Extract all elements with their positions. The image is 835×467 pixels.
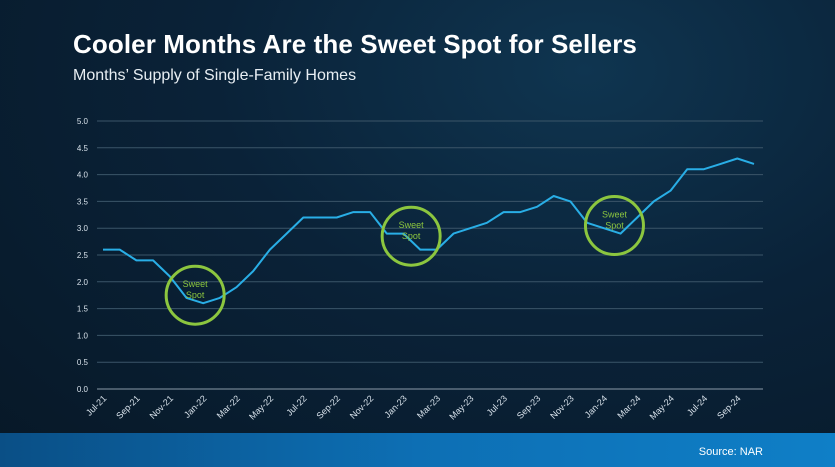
y-tick-label: 2.0	[77, 278, 89, 287]
x-tick-label: May-22	[247, 393, 275, 421]
chart-title: Cooler Months Are the Sweet Spot for Sel…	[73, 29, 637, 59]
y-tick-label: 5.0	[77, 117, 89, 126]
sweet-spot-label: Spot	[402, 231, 421, 241]
x-tick-label: Nov-22	[348, 393, 376, 421]
x-tick-label: Jan-24	[583, 393, 610, 420]
sweet-spot-circle	[164, 264, 226, 326]
y-tick-label: 4.5	[77, 144, 89, 153]
y-tick-label: 2.5	[77, 251, 89, 260]
y-tick-label: 1.5	[77, 305, 89, 314]
sweet-spot-label: Sweet	[183, 279, 209, 289]
sweet-spot-label: Spot	[186, 290, 205, 300]
x-tick-label: Sep-23	[515, 393, 543, 421]
series-line	[103, 157, 755, 305]
x-tick-label: Sep-22	[315, 393, 343, 421]
x-tick-label: Jan-22	[182, 393, 209, 420]
sweet-spot-label: Spot	[605, 221, 624, 231]
sweet-spot-label: Sweet	[602, 210, 628, 220]
x-tick-label: Jul-21	[84, 393, 108, 417]
x-tick-label: Jul-22	[284, 393, 308, 417]
x-tick-label: May-24	[648, 393, 676, 421]
source-label: Source: NAR	[698, 446, 763, 458]
y-tick-label: 3.5	[77, 197, 89, 206]
y-tick-label: 4.0	[77, 171, 89, 180]
x-tick-label: Nov-21	[148, 393, 176, 421]
x-tick-label: Jul-24	[685, 393, 709, 417]
sweet-spot-circle	[583, 195, 645, 257]
sweet-spot-label: Sweet	[399, 220, 425, 230]
y-tick-label: 0.5	[77, 358, 89, 367]
y-tick-label: 1.0	[77, 331, 89, 340]
y-tick-label: 3.0	[77, 224, 89, 233]
x-tick-label: Mar-24	[615, 393, 642, 420]
x-tick-label: Jul-23	[485, 393, 509, 417]
x-tick-label: Sep-21	[114, 393, 142, 421]
sweet-spot-circle	[380, 205, 442, 267]
x-tick-label: Mar-23	[415, 393, 442, 420]
x-tick-label: Nov-23	[548, 393, 576, 421]
footer-bar	[0, 433, 835, 467]
x-tick-label: May-23	[447, 393, 475, 421]
chart-subtitle: Months’ Supply of Single-Family Homes	[73, 67, 357, 84]
x-tick-label: Mar-22	[215, 393, 242, 420]
x-tick-label: Sep-24	[715, 393, 743, 421]
x-tick-label: Jan-23	[382, 393, 409, 420]
y-tick-label: 0.0	[77, 385, 89, 394]
